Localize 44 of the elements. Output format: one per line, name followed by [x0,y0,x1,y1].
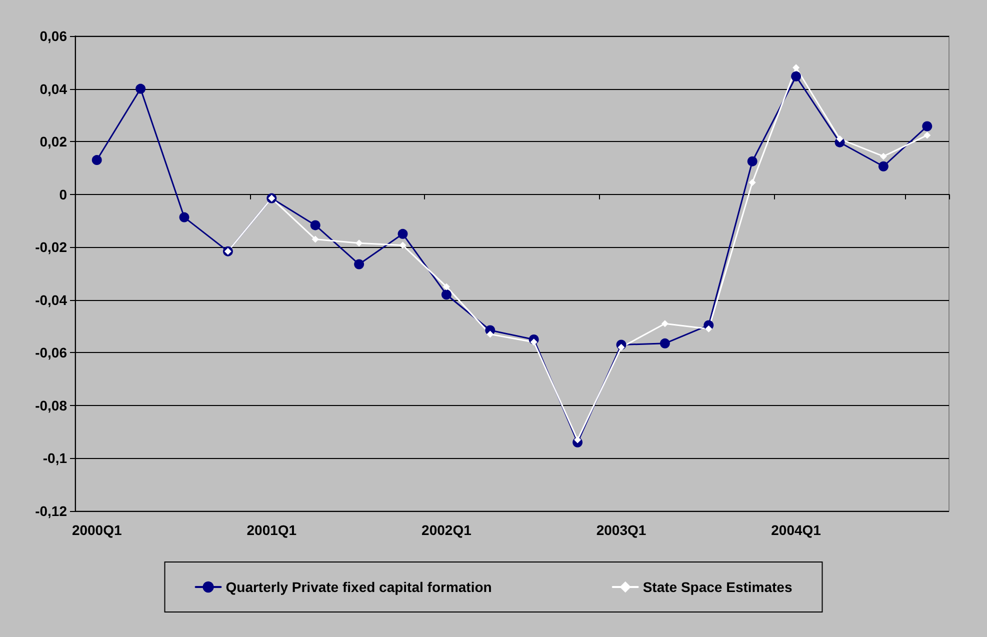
point [310,220,320,230]
y-tick-label: -0,04 [35,292,68,308]
y-tick-label: 0,06 [40,28,68,44]
point [399,242,406,249]
point [574,436,582,444]
point [924,132,931,139]
x-tick-label: 2004Q1 [771,522,822,538]
y-tick-label: -0,08 [35,397,68,414]
point [660,338,670,348]
x-tick-label: 2001Q1 [246,522,297,538]
legend-label: Quarterly Private fixed capital formation [226,579,492,595]
y-tick-label: -0,12 [35,503,68,519]
point [922,121,932,132]
point [486,330,494,338]
point [618,344,625,351]
y-tick-label: -0,02 [35,239,68,256]
point [530,338,538,346]
point [880,152,887,160]
x-tick-label: 2002Q1 [422,522,472,538]
point [878,161,888,172]
legend-label: State Space Estimates [642,579,792,595]
point [398,228,408,239]
point [356,240,363,247]
point [792,64,800,72]
point [312,236,319,243]
x-tick-label: 2000Q1 [72,522,122,538]
point [354,259,364,270]
point [441,290,452,300]
point [92,155,102,166]
point [705,325,712,332]
point [661,320,668,328]
y-tick-label: -0,06 [35,344,68,361]
x-tick-label: 2003Q1 [596,522,646,538]
y-tick-label: 0,04 [40,80,68,97]
y-tick-label: 0 [59,186,68,202]
point [179,212,190,222]
point [442,283,450,290]
point [748,178,756,186]
y-tick-label: 0,02 [40,134,68,150]
point [836,135,844,142]
point [136,84,146,94]
point [747,156,758,166]
y-tick-label: -0,1 [42,450,68,466]
point [791,71,802,82]
